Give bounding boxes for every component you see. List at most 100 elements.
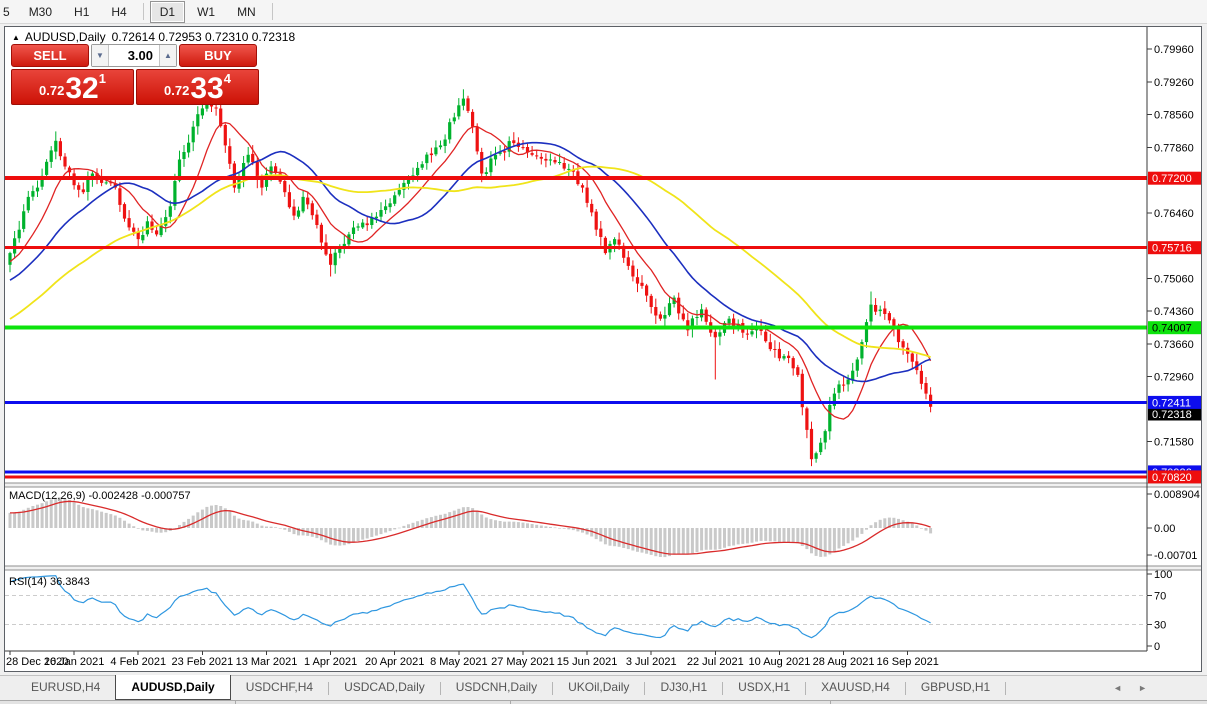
svg-text:0.77200: 0.77200	[1152, 173, 1192, 185]
svg-text:30: 30	[1154, 619, 1166, 631]
svg-text:RSI(14) 36.3843: RSI(14) 36.3843	[9, 576, 90, 588]
volume-decrease-button[interactable]: ▼	[92, 45, 109, 66]
chart-collapse-icon[interactable]: ▲	[12, 33, 20, 42]
svg-text:23 Feb 2021: 23 Feb 2021	[171, 656, 233, 668]
chart-tab-USDCHF-H4[interactable]: USDCHF,H4	[245, 680, 314, 694]
svg-text:16 Sep 2021: 16 Sep 2021	[876, 656, 938, 668]
chart-tab-UKOil-Daily[interactable]: UKOil,Daily	[568, 680, 630, 694]
svg-text:0.76460: 0.76460	[1154, 208, 1194, 220]
chart-tab-USDCAD-Daily[interactable]: USDCAD,Daily	[344, 680, 425, 694]
toolbar-divider	[142, 3, 144, 20]
svg-text:0.78560: 0.78560	[1154, 110, 1194, 122]
trade-controls-row: SELL ▼ 3.00 ▲ BUY	[11, 44, 259, 67]
svg-text:0.74360: 0.74360	[1154, 306, 1194, 318]
buy-price-point: 4	[223, 71, 231, 86]
svg-text:1 Apr 2021: 1 Apr 2021	[304, 656, 357, 668]
svg-text:0.74007: 0.74007	[1152, 323, 1192, 335]
svg-text:3 Jul 2021: 3 Jul 2021	[626, 656, 677, 668]
buy-price-pips: 33	[190, 72, 224, 105]
svg-text:0.72960: 0.72960	[1154, 372, 1194, 384]
volume-stepper: ▼ 3.00 ▲	[91, 44, 177, 67]
timeframe-button-D1[interactable]: D1	[149, 0, 186, 23]
status-bar-divider	[510, 701, 511, 704]
svg-text:0: 0	[1154, 641, 1160, 653]
chart-tab-DJ30-H1[interactable]: DJ30,H1	[660, 680, 708, 694]
svg-text:100: 100	[1154, 569, 1172, 581]
buy-price-box[interactable]: 0.72 33 4	[136, 69, 259, 105]
tab-divider	[644, 681, 646, 695]
svg-text:70: 70	[1154, 591, 1166, 603]
timeframe-button-5[interactable]: 5	[3, 4, 10, 19]
sell-price-point: 1	[98, 71, 106, 86]
svg-text:0.008904: 0.008904	[1154, 489, 1200, 501]
chart-tab-XAUUSD-H4[interactable]: XAUUSD,H4	[821, 680, 890, 694]
sell-price-box[interactable]: 0.72 32 1	[11, 69, 134, 105]
timeframe-button-W1[interactable]: W1	[197, 4, 216, 19]
svg-text:0.75716: 0.75716	[1152, 243, 1192, 255]
svg-text:4 Feb 2021: 4 Feb 2021	[110, 656, 166, 668]
chart-symbol-label: AUDUSD,Daily	[24, 30, 106, 44]
svg-text:0.73660: 0.73660	[1154, 339, 1194, 351]
chart-tab-EURUSD-H4[interactable]: EURUSD,H4	[31, 680, 101, 694]
svg-text:0.79960: 0.79960	[1154, 44, 1194, 56]
tab-divider	[552, 681, 554, 695]
chart-tab-bar: EURUSD,H4 AUDUSD,Daily USDCHF,H4 USDCAD,Dai…	[0, 675, 1207, 700]
svg-text:22 Jul 2021: 22 Jul 2021	[687, 656, 744, 668]
volume-increase-button[interactable]: ▲	[159, 45, 176, 66]
buy-price-base: 0.72	[164, 83, 190, 98]
tab-scroll-right-button[interactable]: ►	[1138, 683, 1147, 693]
volume-input[interactable]: 3.00	[127, 48, 153, 63]
svg-text:0.00: 0.00	[1154, 523, 1175, 535]
chart-tab-USDCNH-Daily[interactable]: USDCNH,Daily	[455, 680, 538, 694]
chart-title: ▲ AUDUSD,Daily 0.72614 0.72953 0.72310 0.7…	[12, 30, 295, 44]
status-bar	[0, 700, 1207, 704]
tab-divider	[1005, 681, 1007, 695]
svg-text:MACD(12,26,9) -0.002428 -0.000: MACD(12,26,9) -0.002428 -0.000757	[9, 490, 191, 502]
svg-text:-0.00701: -0.00701	[1154, 550, 1197, 562]
svg-text:20 Apr 2021: 20 Apr 2021	[365, 656, 424, 668]
svg-text:0.70820: 0.70820	[1152, 472, 1192, 484]
svg-text:16 Jan 2021: 16 Jan 2021	[44, 656, 105, 668]
svg-text:28 Dec 2020: 28 Dec 2020	[6, 656, 68, 668]
svg-text:15 Jun 2021: 15 Jun 2021	[557, 656, 618, 668]
svg-text:27 May 2021: 27 May 2021	[491, 656, 555, 668]
svg-text:0.77860: 0.77860	[1154, 142, 1194, 154]
timeframe-toolbar: 5 M30 H1 H4 D1 W1 MN	[0, 0, 1207, 24]
svg-text:10 Aug 2021: 10 Aug 2021	[749, 656, 811, 668]
tab-divider	[439, 681, 441, 695]
chart-tab-USDX-H1[interactable]: USDX,H1	[738, 680, 791, 694]
tab-scroll-left-button[interactable]: ◄	[1113, 683, 1123, 693]
trade-prices-row: 0.72 32 1 0.72 33 4	[11, 67, 259, 105]
svg-text:0.71580: 0.71580	[1154, 436, 1194, 448]
tab-divider	[328, 681, 330, 695]
chart-window: MACD(12,26,9) -0.002428 -0.000757 0.00890…	[4, 26, 1202, 672]
svg-text:0.75060: 0.75060	[1154, 273, 1194, 285]
tab-divider	[904, 681, 906, 695]
buy-button[interactable]: BUY	[179, 44, 257, 67]
svg-text:0.72411: 0.72411	[1152, 397, 1191, 409]
sell-button[interactable]: SELL	[11, 44, 89, 67]
svg-text:28 Aug 2021: 28 Aug 2021	[813, 656, 875, 668]
timeframe-button-H4[interactable]: H4	[111, 4, 127, 19]
timeframe-button-H1[interactable]: H1	[74, 4, 90, 19]
timeframe-button-MN[interactable]: MN	[237, 4, 256, 19]
svg-text:0.79260: 0.79260	[1154, 77, 1194, 89]
toolbar-divider	[271, 3, 273, 20]
sell-price-base: 0.72	[39, 83, 65, 98]
svg-text:0.72318: 0.72318	[1152, 409, 1192, 421]
svg-text:13 Mar 2021: 13 Mar 2021	[236, 656, 298, 668]
tab-scroll-arrows: ◄ ►	[1105, 676, 1207, 700]
tab-divider	[722, 681, 724, 695]
chart-tab-AUDUSD-Daily[interactable]: AUDUSD,Daily	[115, 675, 231, 700]
chart-tab-GBPUSD-H1[interactable]: GBPUSD,H1	[920, 680, 991, 694]
one-click-trade-panel: SELL ▼ 3.00 ▲ BUY 0.72 32 1 0.72 33 4	[11, 44, 259, 105]
price-chart[interactable]: MACD(12,26,9) -0.002428 -0.000757 0.00890…	[5, 27, 1201, 671]
svg-text:8 May 2021: 8 May 2021	[430, 656, 487, 668]
tab-divider	[805, 681, 807, 695]
status-bar-divider	[830, 701, 831, 704]
timeframe-button-M30[interactable]: M30	[28, 4, 53, 19]
status-bar-divider	[235, 701, 236, 704]
chart-ohlc-values: 0.72614 0.72953 0.72310 0.72318	[111, 30, 296, 44]
sell-price-pips: 32	[65, 72, 99, 105]
